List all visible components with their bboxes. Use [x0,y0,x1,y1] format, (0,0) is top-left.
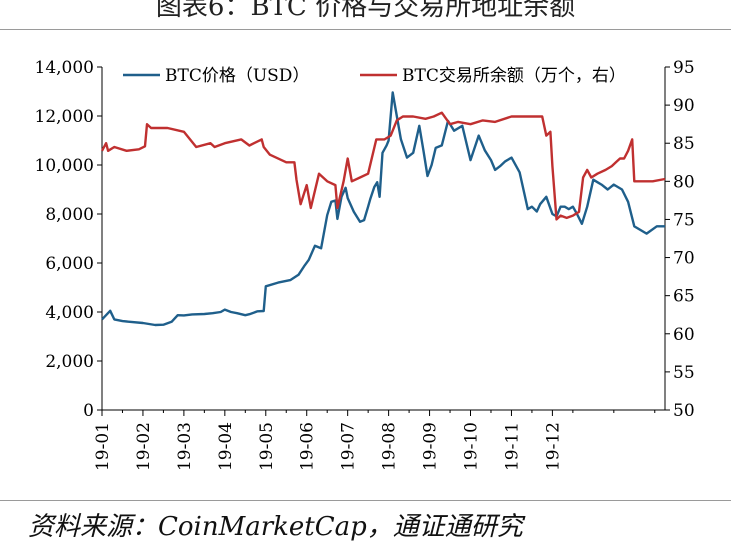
x-tick-label: 19-08 [380,422,400,471]
chart-canvas: 0 2,000 4,000 6,000 8,000 10,000 12,000 14,000 5… [35,58,695,471]
y-left-tick-label: 10,000 [35,156,94,176]
legend-price-label: BTC价格（USD） [165,66,309,86]
y-right-tick-label: 95 [673,58,695,78]
y-left-tick-label: 12,000 [35,107,94,127]
x-tick-label: 19-01 [93,422,113,471]
y-right-tick-label: 60 [673,325,695,345]
y-left-tick-label: 0 [83,401,94,421]
y-left-tick-label: 14,000 [35,58,94,78]
bottom-divider [0,500,731,501]
x-tick-label: 19-11 [502,422,522,471]
x-tick-label: 19-02 [134,422,154,471]
y-left-tick-label: 8,000 [45,205,94,225]
y-left-tick-label: 4,000 [45,303,94,323]
source-note: 资料来源：CoinMarketCap，通证通研究 [28,512,523,542]
y-left-tick-label: 2,000 [45,352,94,372]
y-right-tick-label: 50 [673,401,695,421]
x-tick-label: 19-03 [175,422,195,471]
x-tick-label: 19-10 [462,422,482,471]
x-tick-label: 19-09 [421,422,441,471]
y-right-tick-label: 70 [673,249,695,269]
y-right-tick-label: 75 [673,210,695,230]
balance-series-line [100,111,666,221]
y-right-tick-label: 65 [673,287,695,307]
x-tick-label: 19-04 [216,422,236,471]
x-tick-label: 19-12 [543,422,563,471]
chart-title: 图表6：BTC 价格与交易所地址余额 [155,0,576,22]
y-left-tick-label: 6,000 [45,254,94,274]
x-tick-label: 19-07 [339,422,359,471]
x-tick-label: 19-06 [298,422,318,471]
y-right-tick-label: 55 [673,363,695,383]
y-right-tick-label: 80 [673,172,695,192]
y-right-tick-label: 85 [673,134,695,154]
legend-balance-label: BTC交易所余额（万个，右） [402,66,626,86]
top-divider [0,29,731,30]
x-tick-label: 19-05 [257,422,277,471]
y-right-tick-label: 90 [673,96,695,116]
price-series-line [101,91,665,327]
